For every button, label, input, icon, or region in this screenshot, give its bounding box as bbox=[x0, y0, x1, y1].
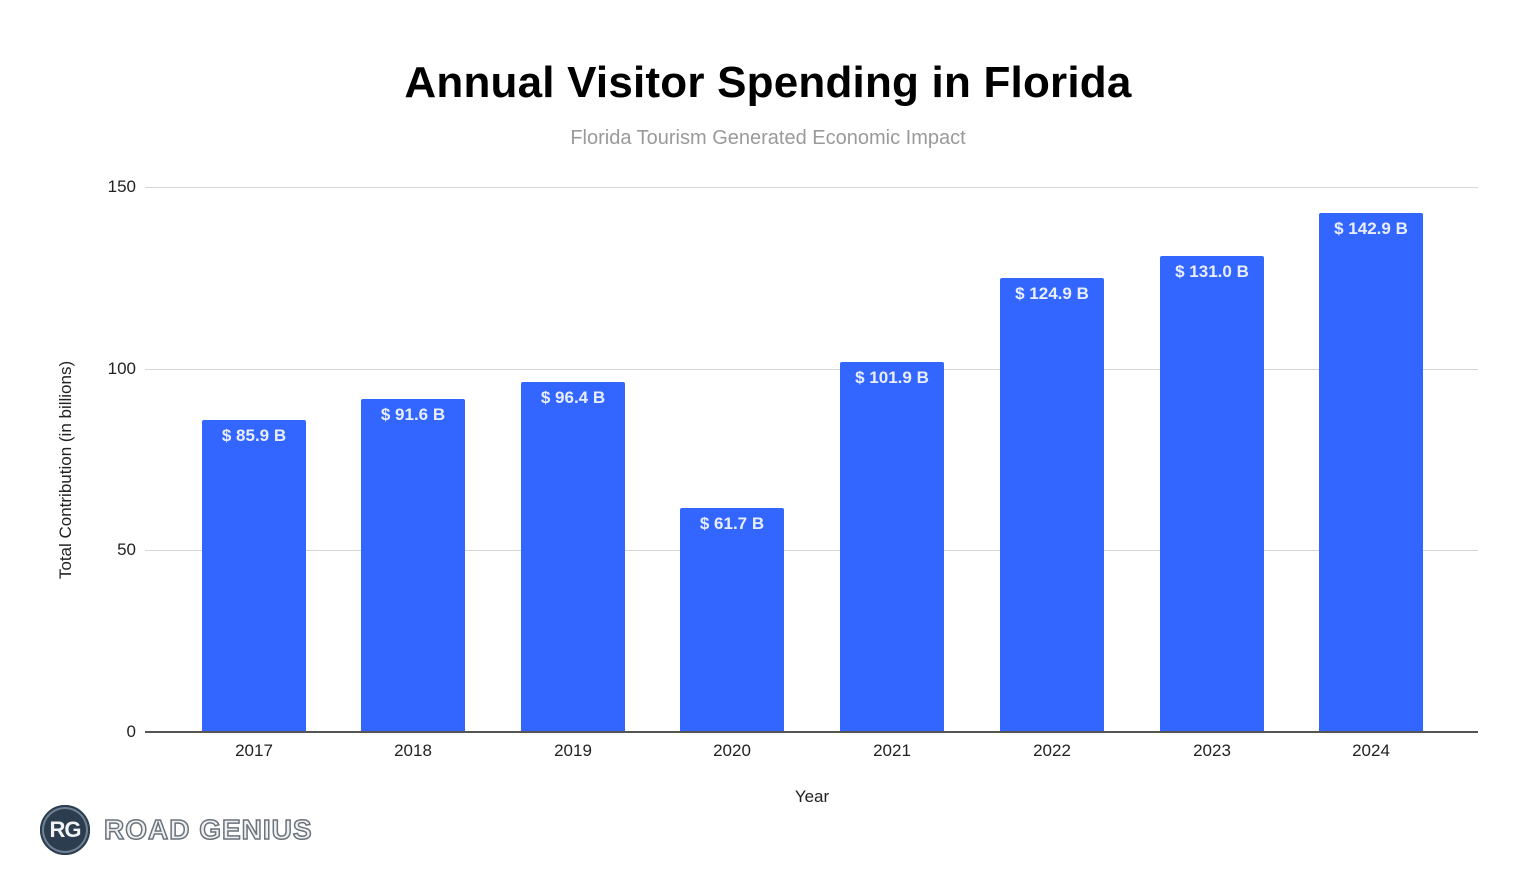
bar-value-label: $ 85.9 B bbox=[221, 426, 287, 445]
y-tick-100: 100 bbox=[107, 359, 136, 378]
x-tick-2024: 2024 bbox=[1352, 741, 1390, 760]
bar-value-label: $ 61.7 B bbox=[699, 514, 765, 533]
gridline-150 bbox=[145, 187, 1478, 188]
road-genius-logo: RG ROAD GENIUS bbox=[40, 805, 313, 855]
bar-value-label: $ 96.4 B bbox=[540, 388, 606, 407]
x-tick-2018: 2018 bbox=[394, 741, 432, 760]
y-tick-150: 150 bbox=[107, 177, 136, 196]
x-tick-2021: 2021 bbox=[873, 741, 911, 760]
bar-2024[interactable]: $ 142.9 B bbox=[1319, 213, 1423, 732]
plot-area: $ 85.9 B $ 91.6 B $ 96.4 B $ 61.7 B $ 10… bbox=[145, 187, 1478, 733]
y-axis-label: Total Contribution (in billions) bbox=[56, 360, 75, 580]
gridline-50 bbox=[145, 550, 1478, 551]
chart-title: Annual Visitor Spending in Florida bbox=[404, 58, 1132, 107]
bar-value-label: $ 101.9 B bbox=[855, 368, 929, 387]
bar-2022[interactable]: $ 124.9 B bbox=[1000, 278, 1104, 732]
chart-subtitle: Florida Tourism Generated Economic Impac… bbox=[570, 127, 966, 149]
bar-2019[interactable]: $ 96.4 B bbox=[521, 382, 625, 732]
x-axis-line bbox=[145, 731, 1478, 733]
y-tick-50: 50 bbox=[117, 540, 136, 559]
logo-wordmark: ROAD GENIUS bbox=[103, 813, 313, 846]
bar-2018[interactable]: $ 91.6 B bbox=[361, 399, 465, 732]
bar-value-label: $ 124.9 B bbox=[1015, 284, 1089, 303]
rg-badge-icon: RG bbox=[40, 805, 90, 855]
x-tick-2020: 2020 bbox=[713, 741, 751, 760]
x-tick-2019: 2019 bbox=[554, 741, 592, 760]
bar-value-label: $ 142.9 B bbox=[1334, 219, 1408, 238]
gridline-100 bbox=[145, 369, 1478, 370]
bar-value-label: $ 131.0 B bbox=[1175, 262, 1249, 281]
x-tick-2022: 2022 bbox=[1033, 741, 1071, 760]
x-tick-2023: 2023 bbox=[1193, 741, 1231, 760]
y-tick-0: 0 bbox=[126, 722, 136, 741]
bar-2020[interactable]: $ 61.7 B bbox=[680, 508, 784, 732]
bar-2023[interactable]: $ 131.0 B bbox=[1160, 256, 1264, 732]
bar-2021[interactable]: $ 101.9 B bbox=[840, 362, 944, 732]
bar-value-label: $ 91.6 B bbox=[380, 405, 446, 424]
x-tick-2017: 2017 bbox=[235, 741, 273, 760]
x-axis-label: Year bbox=[794, 787, 830, 806]
bar-2017[interactable]: $ 85.9 B bbox=[202, 420, 306, 732]
